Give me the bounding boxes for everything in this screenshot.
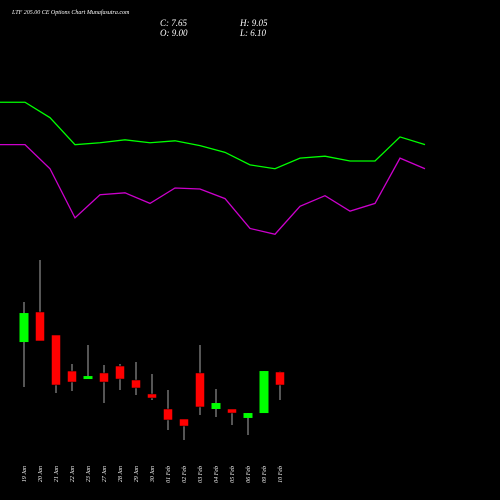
x-tick-label: 01 Feb (166, 466, 172, 483)
close-label: C: 7.65 (160, 18, 188, 28)
high-label: H: 9.05 (239, 18, 268, 28)
x-tick-label: 23 Jan (86, 466, 92, 482)
x-tick-label: 19 Jan (22, 466, 28, 482)
x-tick-label: 27 Jan (102, 466, 108, 482)
x-tick-label: 22 Jan (70, 466, 76, 482)
candle-body (51, 334, 61, 386)
x-tick-label: 30 Jan (150, 466, 156, 483)
low-label: L: 6.10 (239, 28, 267, 38)
x-tick-label: 02 Feb (182, 466, 188, 483)
candle-body (35, 311, 45, 342)
chart-title: LTF 205.00 CE Options Chart Munafasutra.… (11, 9, 130, 16)
candle-body (115, 365, 125, 380)
candle-body (83, 376, 93, 380)
x-tick-label: 21 Jan (54, 466, 60, 482)
x-tick-label: 06 Feb (246, 466, 252, 483)
x-tick-label: 03 Feb (198, 466, 204, 483)
candle-body (211, 403, 221, 409)
x-tick-label: 04 Feb (213, 466, 220, 483)
candle-body (227, 408, 237, 414)
x-tick-label: 05 Feb (230, 466, 236, 483)
candle-body (259, 371, 269, 414)
candle-body (67, 370, 77, 383)
x-tick-label: 20 Jan (38, 466, 44, 482)
x-tick-label: 28 Jan (118, 466, 124, 482)
open-label: O: 9.00 (160, 28, 188, 38)
candle-body (99, 372, 109, 383)
candle-body (131, 379, 141, 389)
candle-body (275, 371, 285, 386)
candle-body (195, 372, 205, 408)
overlay-line (0, 101, 426, 170)
candle-body (163, 408, 173, 421)
candle-body (147, 393, 157, 399)
candle-body (243, 413, 253, 418)
candle-body (179, 418, 189, 427)
x-tick-label: 29 Jan (134, 466, 140, 482)
x-tick-label: 10 Feb (278, 466, 284, 483)
candle-body (19, 313, 29, 343)
x-tick-label: 09 Feb (262, 466, 268, 483)
overlay-line (0, 143, 426, 235)
